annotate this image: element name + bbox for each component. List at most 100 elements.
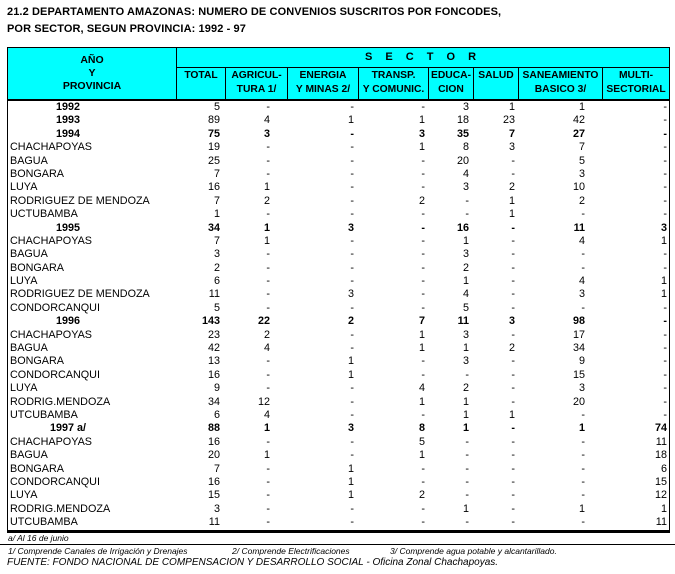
cell-educacion: 35 [456,127,469,140]
cell-total: 5 [213,101,220,113]
cell-educacion: 1 [462,234,469,247]
convenios-table: AÑO Y PROVINCIA S E C T O R TOTAL AGRICU… [7,47,670,533]
cell-total: 25 [207,154,220,167]
cell-total: 89 [207,114,220,127]
cell-energia-minas: - [350,154,354,167]
cell-agricultura: 12 [257,395,270,408]
row-label: BONGARA [10,261,64,274]
province-row: CONDORCANQUI 5 - - - 5 - - - [8,302,669,315]
cell-agricultura: 1 [263,221,270,234]
cell-educacion: 18 [456,114,469,127]
cell-educacion: 1 [462,395,469,408]
cell-total: 16 [207,368,220,381]
cell-energia-minas: - [350,208,354,221]
cell-saneamiento-basico: - [581,301,585,314]
province-row: BONGARA 13 - 1 - 3 - 9 - [8,355,669,368]
cell-salud: - [511,368,515,381]
cell-educacion: - [465,475,469,488]
cell-educacion: - [465,516,469,529]
cell-transp-comunic: - [421,408,425,421]
cell-transp-comunic: - [421,221,425,234]
province-row: RODRIG.MENDOZA 3 - - - 1 - 1 1 [8,503,669,516]
cell-agricultura: - [266,502,270,515]
cell-salud: - [511,449,515,462]
page-title: 21.2 DEPARTAMENTO AMAZONAS: NUMERO DE CO… [7,6,502,35]
footnote-3: 3/ Comprende agua potable y alcantarilla… [390,546,557,556]
cell-educacion: 1 [462,422,469,435]
header-educacion: EDUCA- CION [428,68,473,99]
province-row: UCTUBAMBA 1 - - - - 1 - - [8,208,669,221]
footnote-divider [0,544,675,545]
cell-energia-minas: - [350,194,354,207]
province-row: LUYA 9 - - 4 2 - 3 - [8,382,669,395]
cell-transp-comunic: - [421,462,425,475]
cell-multisectorial: - [663,261,667,274]
cell-saneamiento-basico: 10 [572,181,585,194]
cell-saneamiento-basico: 17 [572,328,585,341]
cell-salud: 2 [508,342,515,355]
cell-educacion: 11 [457,315,469,328]
row-label: BONGARA [10,167,64,180]
cell-total: 23 [207,328,220,341]
cell-energia-minas: - [350,382,354,395]
cell-multisectorial: - [663,208,667,221]
cell-educacion: - [465,449,469,462]
year-row: 1996 143 22 2 7 11 3 98- [8,315,669,328]
cell-energia-minas: - [350,167,354,180]
year-row: 1994 75 3 - 3 35 7 27 - [8,128,669,141]
header-transp-comunic: TRANSP. Y COMUNIC. [358,68,428,99]
row-label: LUYA [10,382,38,395]
province-row: CHACHAPOYAS 23 2 - 1 3 - 17 - [8,329,669,342]
cell-transp-comunic: 4 [418,382,425,395]
cell-salud: - [511,167,515,180]
province-row: RODRIGUEZ DE MENDOZA 11 - 3 - 4 - 3 1 [8,288,669,301]
cell-multisectorial: 11 [655,516,667,529]
cell-transp-comunic: - [421,368,425,381]
year-row: 1993 89 4 1 1 18 23 42- [8,114,669,127]
cell-transp-comunic: - [421,475,425,488]
cell-salud: - [511,234,515,247]
cell-salud: - [511,154,515,167]
cell-energia-minas: - [350,127,354,140]
cell-salud: 3 [508,141,515,154]
cell-multisectorial: 6 [660,462,667,475]
cell-educacion: 1 [462,408,469,421]
cell-energia-minas: 3 [347,422,354,435]
cell-agricultura: - [266,355,270,368]
cell-salud: - [511,489,515,502]
cell-saneamiento-basico: 27 [572,127,585,140]
cell-multisectorial: - [663,141,667,154]
cell-total: 34 [207,221,220,234]
cell-saneamiento-basico: - [581,449,585,462]
province-row: BONGARA 7 - 1 - - - - 6 [8,463,669,476]
province-row: BONGARA 2 - - - 2 - - - [8,262,669,275]
row-label: BAGUA [10,449,48,462]
cell-educacion: 5 [462,301,469,314]
footnote-a: a/ Al 16 de junio [8,533,69,543]
cell-agricultura: - [266,382,270,395]
cell-multisectorial: 15 [654,475,667,488]
cell-multisectorial: 11 [655,435,667,448]
cell-total: 5 [213,301,220,314]
cell-salud: - [511,516,515,529]
cell-transp-comunic: - [421,516,425,529]
cell-agricultura: 3 [263,127,270,140]
cell-saneamiento-basico: 20 [572,395,585,408]
cell-transp-comunic: - [421,208,425,221]
cell-saneamiento-basico: 98 [572,315,585,328]
cell-salud: - [511,221,515,234]
cell-salud: - [511,382,515,395]
row-label: CHACHAPOYAS [10,328,92,341]
cell-energia-minas: - [350,342,354,355]
cell-agricultura: 4 [263,114,270,127]
cell-saneamiento-basico: - [581,248,585,261]
cell-transp-comunic: 8 [418,422,425,435]
cell-educacion: 8 [462,141,469,154]
footnotes-row: 1/ Comprende Canales de Irrigación y Dre… [7,546,675,557]
cell-energia-minas: 1 [347,475,354,488]
cell-energia-minas: - [350,301,354,314]
cell-transp-comunic: - [421,101,425,113]
cell-educacion: 3 [462,248,469,261]
cell-saneamiento-basico: 34 [572,342,585,355]
cell-multisectorial: 1 [660,288,667,301]
